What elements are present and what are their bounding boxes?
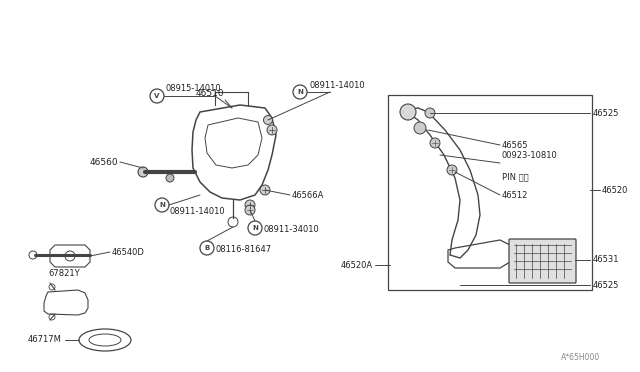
Circle shape bbox=[245, 200, 255, 210]
Text: 67821Y: 67821Y bbox=[48, 269, 79, 278]
Text: N: N bbox=[159, 202, 165, 208]
Circle shape bbox=[138, 167, 148, 177]
Text: B: B bbox=[204, 245, 210, 251]
Text: A*65H000: A*65H000 bbox=[561, 353, 600, 362]
Circle shape bbox=[166, 174, 174, 182]
Text: 46525: 46525 bbox=[593, 280, 620, 289]
Text: 08915-14010: 08915-14010 bbox=[166, 84, 221, 93]
Text: N: N bbox=[297, 89, 303, 95]
Circle shape bbox=[425, 108, 435, 118]
Circle shape bbox=[245, 205, 255, 215]
Circle shape bbox=[430, 138, 440, 148]
Text: V: V bbox=[154, 93, 160, 99]
Text: 00923-10810: 00923-10810 bbox=[502, 151, 557, 160]
Circle shape bbox=[400, 104, 416, 120]
Text: 46560: 46560 bbox=[90, 157, 118, 167]
Circle shape bbox=[264, 115, 273, 125]
Text: 08911-14010: 08911-14010 bbox=[309, 81, 365, 90]
Circle shape bbox=[447, 165, 457, 175]
Text: 08911-34010: 08911-34010 bbox=[263, 224, 319, 234]
Circle shape bbox=[260, 185, 270, 195]
Text: 46512: 46512 bbox=[502, 190, 529, 199]
Text: 46520A: 46520A bbox=[341, 260, 373, 269]
Text: 46717M: 46717M bbox=[28, 336, 62, 344]
FancyBboxPatch shape bbox=[509, 239, 576, 283]
Bar bbox=[388, 95, 592, 290]
Text: 46520: 46520 bbox=[602, 186, 628, 195]
Text: 46531: 46531 bbox=[593, 256, 620, 264]
Circle shape bbox=[414, 122, 426, 134]
Text: PIN ピン: PIN ピン bbox=[502, 172, 529, 181]
Text: 46525: 46525 bbox=[593, 109, 620, 118]
Text: 46510: 46510 bbox=[196, 89, 224, 98]
Text: 46540D: 46540D bbox=[112, 247, 145, 257]
Text: 46566A: 46566A bbox=[292, 190, 324, 199]
Text: N: N bbox=[252, 225, 258, 231]
Circle shape bbox=[267, 125, 277, 135]
Text: 46565: 46565 bbox=[502, 141, 529, 150]
Text: 08116-81647: 08116-81647 bbox=[215, 244, 271, 253]
Text: 08911-14010: 08911-14010 bbox=[170, 207, 226, 216]
